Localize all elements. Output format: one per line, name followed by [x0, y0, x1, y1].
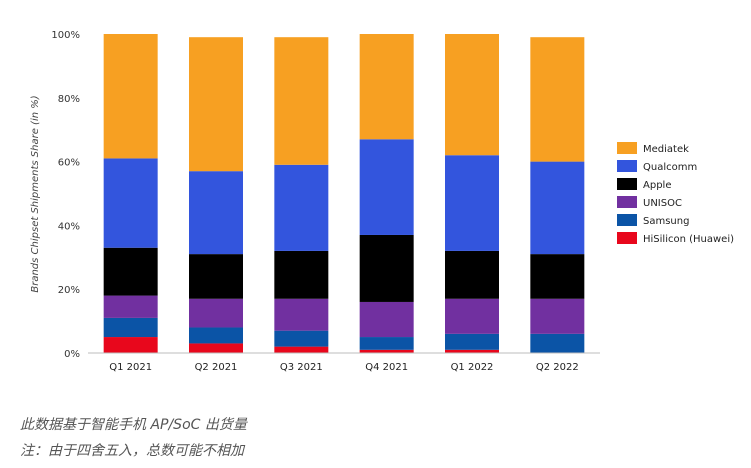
y-axis-label: Brands Chipset Shipments Share (in %): [30, 95, 41, 292]
legend-label: UNISOC: [643, 198, 682, 209]
bar-segment-hisilicon-huawei-4: [445, 349, 499, 353]
legend-label: HiSilicon (Huawei): [643, 234, 734, 245]
bar-segment-qualcomm-2: [274, 164, 329, 251]
stacked-bar-chart: Brands Chipset Shipments Share (in %) 0%…: [30, 30, 734, 373]
bar-segment-hisilicon-huawei-0: [103, 337, 158, 353]
bar-segment-unisoc-1: [189, 298, 243, 328]
x-tick-label: Q4 2021: [365, 362, 408, 373]
footnote-data-source: 此数据基于智能手机 AP/SoC 出货量: [20, 417, 247, 433]
bar-segment-apple-5: [530, 254, 585, 299]
bar-segment-mediatek-0: [103, 34, 158, 159]
legend-swatch: [617, 232, 637, 244]
bar-segment-apple-3: [359, 234, 414, 302]
legend-swatch: [617, 196, 637, 208]
legend-swatch: [617, 160, 637, 172]
bar-segment-samsung-2: [274, 330, 329, 347]
legend-swatch: [617, 214, 637, 226]
bar-segment-unisoc-2: [274, 298, 329, 331]
bar-segment-apple-4: [445, 250, 499, 299]
x-tick-label: Q3 2021: [280, 362, 323, 373]
legend-label: Samsung: [643, 216, 689, 227]
x-tick-label: Q1 2022: [451, 362, 494, 373]
bar-segment-mediatek-1: [189, 37, 243, 172]
bar-segment-unisoc-0: [103, 295, 158, 318]
x-tick-label: Q1 2021: [109, 362, 152, 373]
legend-swatch: [617, 178, 637, 190]
y-tick-label: 40%: [58, 221, 80, 232]
bar-segment-samsung-4: [445, 333, 499, 350]
legend-label: Apple: [643, 180, 671, 191]
bar-segment-unisoc-3: [359, 301, 414, 338]
bar-segment-mediatek-2: [274, 37, 329, 165]
legend-swatch: [617, 142, 637, 154]
bar-segment-mediatek-4: [445, 34, 499, 156]
bar-segment-qualcomm-1: [189, 171, 243, 255]
legend-label: Qualcomm: [643, 162, 697, 173]
bar-segment-samsung-3: [359, 337, 414, 350]
bar-segment-samsung-1: [189, 327, 243, 344]
bar-segment-qualcomm-3: [359, 139, 414, 235]
bar-segment-mediatek-3: [359, 34, 414, 140]
bar-segment-unisoc-5: [530, 298, 585, 334]
bar-segment-hisilicon-huawei-2: [274, 346, 329, 353]
bar-segment-hisilicon-huawei-1: [189, 343, 243, 353]
legend-label: Mediatek: [643, 144, 689, 155]
y-tick-label: 60%: [58, 158, 80, 169]
bar-segment-apple-0: [103, 247, 158, 296]
y-tick-label: 20%: [58, 285, 80, 296]
x-tick-label: Q2 2022: [536, 362, 579, 373]
bar-segment-unisoc-4: [445, 298, 499, 334]
bar-segment-apple-1: [189, 254, 243, 299]
y-tick-label: 80%: [58, 94, 80, 105]
footnote-rounding: 注：由于四舍五入，总数可能不相加: [20, 443, 244, 459]
y-tick-label: 100%: [51, 30, 80, 41]
bar-segment-hisilicon-huawei-3: [359, 349, 414, 353]
bar-segment-samsung-5: [530, 333, 585, 353]
bar-segment-qualcomm-4: [445, 155, 499, 251]
bar-segment-mediatek-5: [530, 37, 585, 162]
x-tick-label: Q2 2021: [195, 362, 238, 373]
bar-segment-qualcomm-5: [530, 161, 585, 255]
bar-segment-samsung-0: [103, 317, 158, 338]
bar-segment-qualcomm-0: [103, 158, 158, 248]
y-tick-label: 0%: [64, 349, 80, 360]
bar-segment-apple-2: [274, 250, 329, 299]
